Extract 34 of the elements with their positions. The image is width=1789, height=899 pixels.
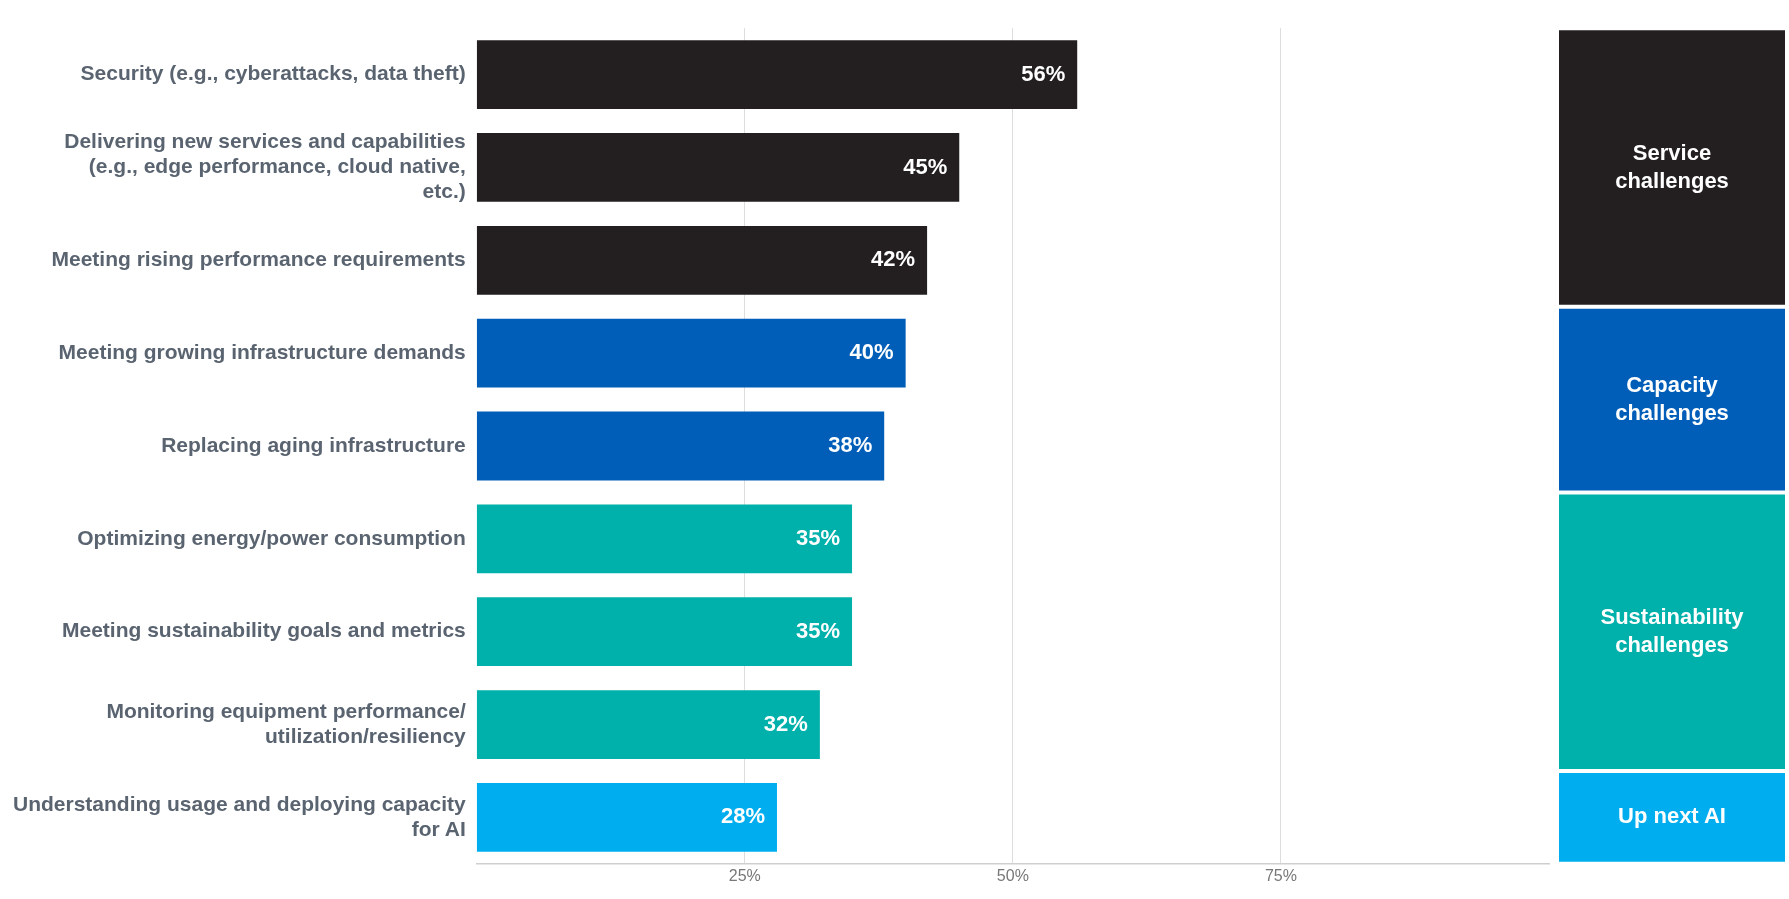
- x-tick-label: 25%: [728, 866, 761, 884]
- y-tick-label: Meeting rising performance requirements: [51, 247, 466, 271]
- data-label: 32%: [763, 710, 808, 736]
- y-tick-label: Meeting sustainability goals and metrics: [61, 618, 466, 642]
- y-tick-label: Understanding usage and deploying capacity for AI: [12, 791, 467, 840]
- y-tick-label: Optimizing energy/power consumption: [77, 525, 466, 549]
- bar: [476, 597, 853, 667]
- text: Sustainability challenges: [1600, 603, 1745, 657]
- bar: [476, 225, 928, 295]
- data-label: 56%: [1021, 60, 1066, 86]
- data-label: 45%: [903, 153, 948, 179]
- text: Capacity challenges: [1615, 371, 1729, 425]
- data-label: 28%: [720, 803, 765, 829]
- data-label: 42%: [871, 246, 916, 272]
- y-tick-label: Security (e.g., cyberattacks, data theft): [80, 61, 466, 85]
- text: Service challenges: [1615, 139, 1729, 193]
- text: Up next AI: [1618, 803, 1726, 829]
- bar: [476, 318, 906, 388]
- x-tick-label: 50%: [996, 866, 1029, 884]
- y-tick-label: Delivering new services and capabilities (e.g., edge performance, cloud native, etc.): [64, 129, 466, 203]
- y-tick-label: Monitoring equipment performance/ utilization/resiliency: [106, 698, 467, 747]
- x-tick-label: 75%: [1264, 866, 1297, 884]
- data-label: 35%: [795, 524, 841, 550]
- y-tick-label: Replacing aging infrastructure: [161, 432, 466, 456]
- bar: [476, 782, 777, 852]
- y-tick-label: Meeting growing infrastructure demands: [58, 339, 466, 363]
- bar: [476, 504, 853, 574]
- data-label: 35%: [795, 617, 841, 643]
- bar: [476, 411, 885, 481]
- data-label: 40%: [849, 339, 894, 365]
- data-label: 38%: [828, 432, 873, 458]
- bar: [476, 690, 820, 759]
- bar: [476, 40, 1078, 110]
- bar: [476, 133, 960, 202]
